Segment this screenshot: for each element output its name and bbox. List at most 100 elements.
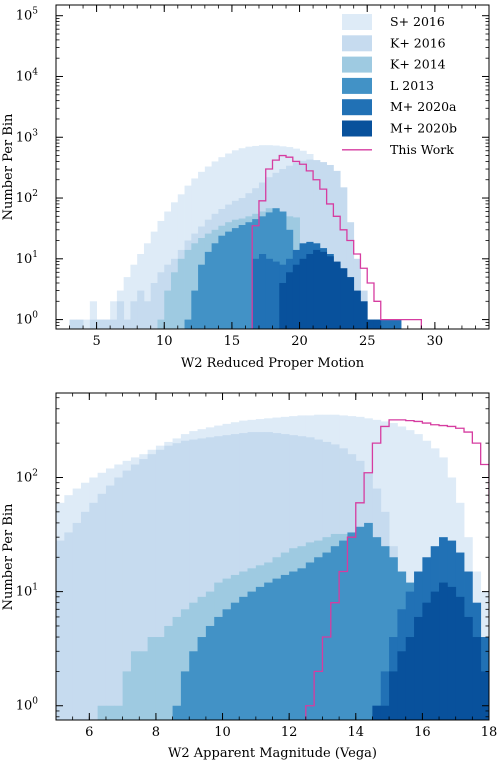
bar-k-2016 — [139, 459, 148, 720]
legend-item-m-2020a: M+ 2020a — [342, 99, 457, 116]
bar-m-2020a — [380, 319, 388, 329]
x-tick-label: 5 — [92, 334, 100, 349]
bar-k-2016 — [346, 222, 355, 329]
legend-label: K+ 2016 — [390, 35, 446, 50]
panel-proper-motion: 5 10 15 20 25 30 100 101 102 103 104 105 S+ 2016 K+ … — [1, 4, 490, 371]
bar-s-2016 — [489, 603, 497, 725]
legend-swatch — [342, 120, 372, 137]
bar-l-2013 — [247, 591, 257, 720]
x-tick-label: 20 — [291, 334, 308, 349]
bar-l-2013 — [204, 251, 213, 329]
bar-l-2013 — [225, 231, 233, 329]
bar-l-2013 — [222, 609, 232, 720]
y-tick-label: 101 — [16, 250, 38, 267]
x-axis-label-apparent-magnitude: W2 Apparent Magnitude (Vega) — [168, 746, 377, 761]
bar-k-2016 — [214, 436, 223, 720]
plot-area-apparent-magnitude — [56, 414, 497, 725]
bar-s-2016 — [130, 264, 138, 329]
bar-m-2020b — [353, 290, 361, 329]
bar-s-2016 — [150, 231, 158, 329]
bar-k-2016 — [143, 301, 152, 329]
bar-k-2016 — [69, 319, 77, 329]
y-tick-label: 104 — [16, 67, 39, 84]
bar-k-2014 — [177, 258, 185, 329]
bar-m-2020a — [489, 651, 497, 725]
x-axis-label-proper-motion: W2 Reduced Proper Motion — [181, 356, 365, 371]
bar-k-2016 — [340, 187, 348, 329]
bar-k-2016 — [189, 439, 198, 720]
legend-item-k-2014: K+ 2014 — [342, 56, 446, 73]
bar-m-2020a — [252, 258, 260, 329]
x-tick-label: 14 — [347, 725, 364, 740]
bar-k-2016 — [56, 540, 65, 720]
legend-label: This Work — [390, 142, 454, 157]
bar-k-2016 — [326, 164, 334, 329]
bar-m-2020b — [489, 706, 497, 725]
bar-k-2016 — [222, 435, 232, 720]
bar-k-2016 — [103, 319, 111, 329]
bar-k-2014 — [184, 249, 192, 329]
bar-k-2016 — [96, 319, 104, 329]
bar-l-2013 — [214, 616, 223, 720]
bar-m-2020b — [430, 591, 440, 720]
bar-k-2014 — [191, 243, 199, 329]
bar-l-2013 — [184, 319, 192, 329]
y-tick-label: 102 — [16, 468, 38, 485]
y-tick-label: 105 — [16, 7, 39, 24]
bar-m-2020b — [373, 319, 382, 329]
bar-k-2016 — [105, 485, 115, 720]
bar-k-2014 — [171, 272, 179, 329]
bar-m-2020b — [439, 582, 448, 720]
bar-m-2020b — [447, 586, 457, 720]
bar-k-2016 — [205, 437, 215, 720]
bar-m-2020b — [326, 256, 334, 329]
bar-m-2020b — [292, 264, 300, 329]
bar-k-2016 — [76, 319, 84, 329]
series-this-work-mag — [305, 419, 489, 720]
bar-k-2014 — [122, 671, 132, 720]
bar-l-2013 — [330, 546, 340, 720]
bar-s-2016 — [405, 430, 415, 720]
legend-swatch — [342, 14, 372, 30]
bar-m-2020b — [360, 301, 368, 329]
bar-l-2013 — [297, 568, 307, 720]
bar-m-2020a — [258, 254, 267, 329]
bar-k-2016 — [64, 532, 74, 720]
bar-l-2013 — [305, 562, 315, 720]
bar-k-2016 — [89, 502, 99, 720]
bar-k-2016 — [89, 319, 97, 329]
y-axis-label-apparent-magnitude: Number Per Bin — [1, 503, 16, 610]
bar-l-2013 — [239, 596, 248, 720]
series-m-2020b-pm — [279, 249, 382, 329]
x-tick-label: 8 — [152, 725, 160, 740]
bar-k-2016 — [180, 440, 190, 720]
bar-s-2016 — [89, 301, 97, 329]
bar-l-2013 — [198, 264, 206, 329]
legend-item-m-2020b: M+ 2020b — [342, 120, 457, 137]
x-tick-label: 18 — [481, 725, 497, 740]
bar-k-2016 — [137, 290, 145, 329]
bar-m-2020b — [455, 596, 465, 720]
bar-k-2016 — [147, 454, 157, 720]
legend-swatch — [342, 99, 372, 116]
x-tick-label: 10 — [156, 334, 173, 349]
bar-l-2013 — [314, 557, 323, 720]
legend-item-k-2016: K+ 2016 — [342, 35, 446, 52]
bar-k-2014 — [147, 637, 157, 720]
panel-apparent-magnitude: 6 8 10 12 14 16 18 100 101 102 W2 Apparent Magnit… — [1, 392, 497, 761]
legend-label: S+ 2016 — [390, 14, 445, 29]
bar-l-2013 — [264, 582, 273, 720]
bar-l-2013 — [347, 532, 357, 720]
bar-m-2020b — [372, 705, 382, 720]
x-tick-label: 12 — [281, 725, 298, 740]
bar-l-2013 — [205, 625, 215, 720]
bar-m-2020b — [319, 251, 328, 329]
bar-m-2020b — [414, 616, 423, 720]
bar-k-2014 — [157, 319, 165, 329]
legend-label: L 2013 — [390, 78, 434, 93]
bar-k-2016 — [97, 493, 107, 720]
bar-l-2013 — [372, 537, 382, 720]
bar-k-2014 — [97, 705, 107, 720]
bar-k-2016 — [130, 464, 140, 720]
